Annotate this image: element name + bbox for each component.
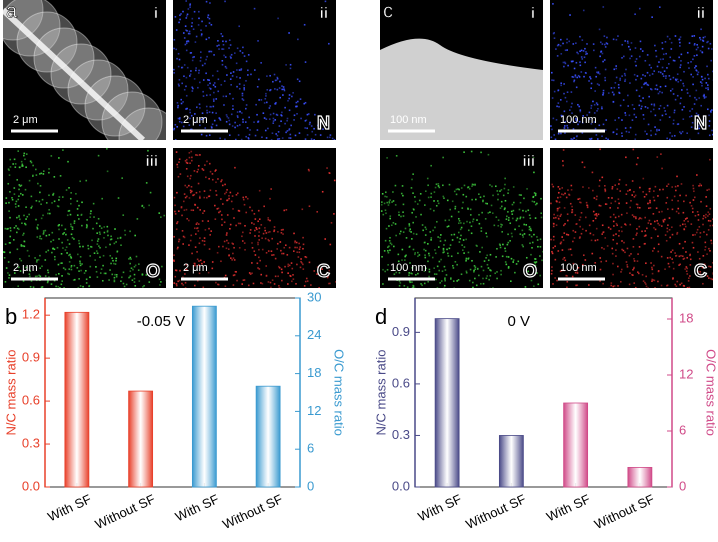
image-tag: i: [154, 5, 158, 22]
x-tick-label: Without SF: [463, 491, 528, 532]
panel-label: c: [383, 0, 393, 22]
y-tick-label: 0.3: [392, 427, 410, 442]
image-tag: ii: [320, 5, 328, 22]
y2-tick-label: 12: [679, 366, 693, 381]
y2-tick-label: 12: [307, 403, 321, 418]
bar: [627, 466, 653, 488]
y2-tick-label: 30: [307, 289, 321, 304]
y-tick-label: 0.9: [22, 350, 40, 365]
edge: [3, 7, 146, 140]
scale-label: 100 nm: [560, 262, 597, 274]
micrograph: [3, 0, 166, 140]
particle: [84, 75, 146, 137]
annotation: 0 V: [508, 313, 531, 330]
bar: [191, 305, 217, 488]
micrograph: [550, 0, 713, 140]
element-tag: O: [146, 261, 160, 281]
sample: [380, 38, 543, 140]
y2-tick-label: 18: [679, 310, 693, 325]
bar: [563, 402, 589, 488]
micrograph: [550, 148, 713, 288]
y2-tick-label: 24: [307, 327, 321, 342]
scale-label: 100 nm: [560, 114, 597, 126]
particle: [101, 91, 163, 140]
panel-label: a: [6, 0, 18, 22]
y2-tick-label: 18: [307, 365, 321, 380]
element-tag: C: [317, 261, 330, 281]
y-tick-label: 0.6: [392, 375, 410, 390]
image-bg: [3, 0, 166, 140]
y-axis-title: N/C mass ratio: [3, 350, 18, 436]
scale-label: 100 nm: [390, 262, 427, 274]
y-tick-label: 0.3: [22, 435, 40, 450]
panel-label: d: [375, 304, 387, 329]
y2-tick-label: 6: [307, 441, 314, 456]
y-tick-label: 0.0: [392, 478, 410, 493]
particle: [67, 59, 129, 121]
scale-label: 2 μm: [183, 262, 208, 274]
particle: [3, 0, 44, 41]
y2-tick-label: 0: [307, 478, 314, 493]
x-tick-label: Without SF: [220, 491, 285, 532]
particle: [50, 43, 112, 105]
bar: [434, 318, 460, 488]
x-tick-label: Without SF: [592, 491, 657, 532]
micrograph: [380, 0, 543, 140]
bar: [128, 390, 154, 488]
particle: [16, 11, 78, 73]
scale-label: 2 μm: [183, 114, 208, 126]
x-tick-label: With SF: [544, 491, 592, 524]
particle: [33, 27, 95, 89]
particle: [3, 0, 61, 57]
bar: [498, 435, 524, 488]
annotation: -0.05 V: [137, 313, 185, 330]
bar: [64, 311, 90, 488]
y-tick-label: 0.9: [392, 324, 410, 339]
y2-tick-label: 0: [679, 478, 686, 493]
bar: [255, 385, 281, 488]
x-tick-label: With SF: [45, 491, 93, 524]
element-tag: O: [523, 261, 537, 281]
scale-label: 2 μm: [13, 262, 38, 274]
element-tag: N: [694, 113, 707, 133]
x-tick-label: With SF: [416, 491, 464, 524]
panel-label: b: [5, 304, 17, 329]
micrograph: [3, 148, 166, 288]
x-tick-label: Without SF: [93, 491, 158, 532]
y2-axis-title: O/C mass ratio: [332, 349, 347, 436]
image-tag: i: [531, 5, 535, 22]
x-tick-label: With SF: [173, 491, 221, 524]
image-bg: [550, 0, 713, 140]
micrograph: [173, 148, 336, 288]
scale-label: 2 μm: [13, 114, 38, 126]
y2-tick-label: 6: [679, 422, 686, 437]
y-tick-label: 0.6: [22, 393, 40, 408]
micrograph: [380, 148, 543, 288]
micrograph: [173, 0, 336, 140]
scale-label: 100 nm: [390, 114, 427, 126]
element-tag: C: [694, 261, 707, 281]
image-bg: [550, 148, 713, 288]
y2-axis-title: O/C mass ratio: [704, 349, 718, 436]
element-tag: N: [317, 113, 330, 133]
image-tag: ii: [697, 5, 705, 22]
y-tick-label: 1.2: [22, 307, 40, 322]
image-tag: iii: [522, 153, 535, 170]
y-tick-label: 0.0: [22, 478, 40, 493]
image-tag: iii: [145, 153, 158, 170]
y-axis-title: N/C mass ratio: [373, 350, 388, 436]
